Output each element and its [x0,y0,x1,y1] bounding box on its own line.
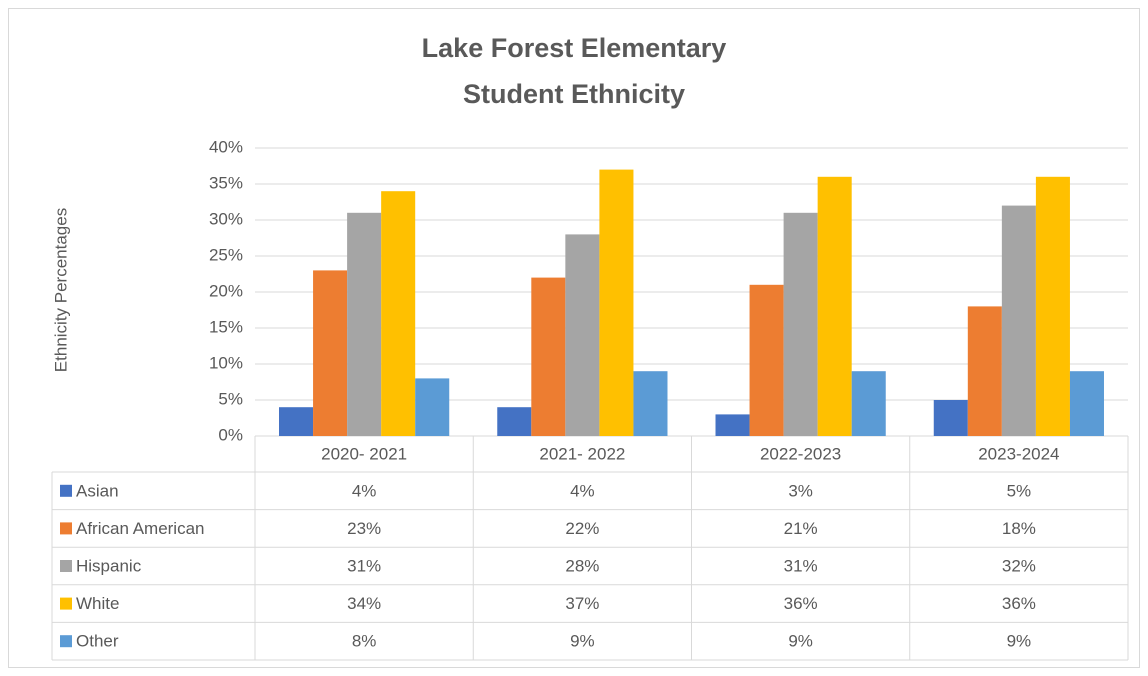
bar [967,306,1002,436]
table-cell: 22% [565,519,599,538]
legend-key [60,597,72,610]
table-cell: 8% [352,632,377,651]
legend-key [60,522,72,535]
bar [381,191,416,436]
chart-title: Student Ethnicity [463,79,685,109]
bar [497,407,532,436]
legend-key [60,635,72,648]
table-cell: 3% [788,481,813,500]
table-cell: 9% [788,632,813,651]
table-cell: 32% [1002,556,1036,575]
bar [531,277,566,436]
bar [933,400,968,436]
table-cell: 4% [570,481,595,500]
legend-label: Asian [76,481,119,500]
legend-key [60,560,72,572]
bar [749,284,784,436]
bar [347,212,382,436]
y-tick-label: 35% [209,173,243,192]
x-tick-label: 2020- 2021 [321,444,407,463]
bar [783,212,818,436]
y-axis-label: Ethnicity Percentages [51,208,70,372]
bar [851,371,886,436]
bar [817,176,852,437]
y-tick-label: 20% [209,281,243,300]
y-tick-label: 10% [209,353,243,372]
table-cell: 28% [565,556,599,575]
bar [313,270,348,436]
bar [1001,205,1036,436]
x-tick-label: 2021- 2022 [539,444,625,463]
bar [279,407,314,436]
bar [599,169,634,436]
bar [715,414,750,436]
y-tick-label: 0% [218,425,243,444]
table-cell: 36% [1002,594,1036,613]
table-cell: 9% [570,632,595,651]
bar [415,378,450,436]
x-tick-label: 2022-2023 [760,444,841,463]
table-cell: 34% [347,594,381,613]
chart-title: Lake Forest Elementary [422,33,727,63]
bar [633,371,668,436]
table-cell: 36% [784,594,818,613]
bar [1069,371,1104,436]
table-cell: 21% [784,519,818,538]
table-cell: 9% [1007,632,1032,651]
bar [1035,176,1070,437]
y-tick-label: 30% [209,209,243,228]
table-cell: 37% [565,594,599,613]
table-cell: 31% [784,556,818,575]
table-cell: 5% [1007,481,1032,500]
legend-label: Hispanic [76,556,142,575]
table-cell: 4% [352,481,377,500]
table-cell: 23% [347,519,381,538]
legend-key [60,484,72,497]
table-cell: 31% [347,556,381,575]
legend-label: African American [76,519,205,538]
table-cell: 18% [1002,519,1036,538]
legend-label: White [76,594,119,613]
y-tick-label: 40% [209,137,243,156]
y-tick-label: 25% [209,245,243,264]
y-tick-label: 15% [209,317,243,336]
legend-label: Other [76,632,119,651]
x-tick-label: 2023-2024 [978,444,1059,463]
bar [565,234,600,436]
y-tick-label: 5% [218,389,243,408]
